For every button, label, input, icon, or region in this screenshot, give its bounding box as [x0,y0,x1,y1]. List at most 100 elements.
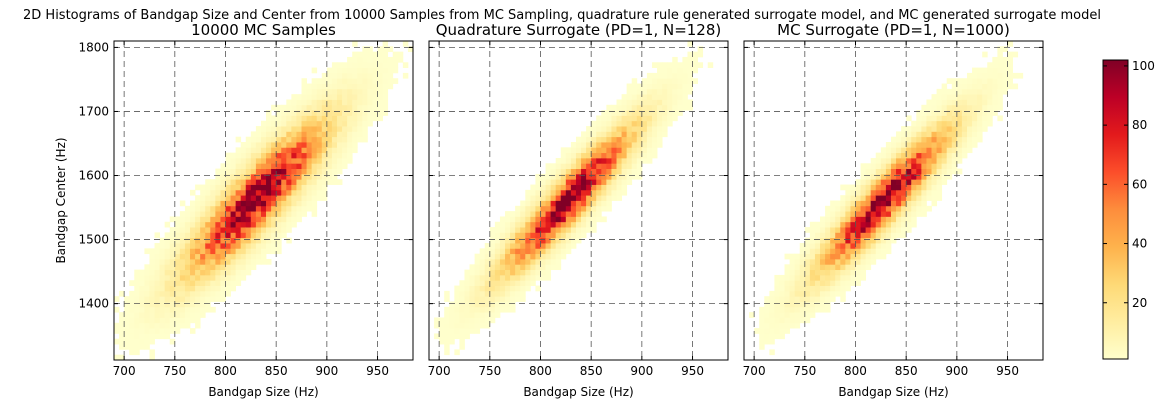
heatmap-cell [357,115,363,122]
heatmap-cell [977,78,983,84]
heatmap-cell [972,136,978,143]
heatmap-cell [174,312,181,318]
heatmap-cell [820,253,826,260]
heatmap-cell [296,189,302,196]
heatmap-cell [179,200,186,207]
heatmap-cell [154,322,161,329]
heatmap-cell [205,189,211,196]
heatmap-cell [382,99,389,106]
heatmap-cell [890,136,897,143]
heatmap-cell [240,157,247,164]
heatmap-cell [250,221,257,228]
heatmap-cell [296,195,302,201]
heatmap-cell [931,104,937,111]
heatmap-cell [880,253,887,260]
x-axis-label: Bandgap Size (Hz) [838,385,948,399]
heatmap-cell [230,253,237,260]
heatmap-cell [357,88,363,95]
heatmap-cell [880,168,887,175]
heatmap-cell [444,306,450,313]
heatmap-cell [159,248,166,255]
heatmap-cell [367,104,373,111]
heatmap-cell [560,195,567,201]
heatmap-cell [352,94,358,100]
heatmap-cell [225,205,231,212]
heatmap-cell [987,94,993,100]
heatmap-cell [149,349,155,356]
heatmap-cell [240,142,247,148]
heatmap-cell [825,221,831,228]
heatmap-cell [860,216,867,223]
heatmap-cell [814,274,821,281]
heatmap-cell [114,338,120,345]
heatmap-cell [966,72,973,79]
heatmap-cell [306,120,313,127]
heatmap-cell [575,232,582,239]
heatmap-cell [286,221,292,228]
heatmap-cell [230,200,237,207]
heatmap-cell [870,205,877,212]
heatmap-cell [992,110,998,116]
heatmap-cell [281,211,287,217]
heatmap-cell [352,120,358,127]
heatmap-cell [210,195,216,201]
heatmap-cell [535,264,541,271]
heatmap-cell [235,237,242,244]
heatmap-cell [621,189,628,196]
heatmap-cell [174,232,181,239]
heatmap-cell [494,290,501,297]
heatmap-cell [230,168,237,175]
heatmap-cell [611,152,617,159]
heatmap-cell [240,184,247,191]
heatmap-cell [880,163,887,169]
heatmap-cell [951,78,958,84]
heatmap-cell [311,157,318,164]
heatmap-cell [306,131,313,138]
heatmap-cell [326,179,333,185]
heatmap-cell [855,232,861,239]
heatmap-cell [850,227,856,233]
heatmap-cell [489,237,496,244]
heatmap-cell [570,147,577,154]
heatmap-cell [225,173,231,180]
heatmap-cell [611,179,617,185]
heatmap-cell [164,269,171,276]
heatmap-cell [820,296,826,302]
heatmap-cell [316,163,323,169]
heatmap-cell [966,99,973,106]
heatmap-cell [326,120,333,127]
heatmap-cell [149,290,155,297]
heatmap-cell [195,221,201,228]
heatmap-cell [367,56,373,63]
heatmap-cell [921,136,927,143]
heatmap-cell [149,258,155,265]
heatmap-cell [144,312,150,318]
heatmap-cell [581,221,587,228]
heatmap-cell [885,168,892,175]
heatmap-cell [505,264,511,271]
heatmap-cell [444,344,450,350]
heatmap-cell [896,147,902,154]
heatmap-cell [926,147,932,154]
heatmap-cell [774,301,780,308]
heatmap-cell [154,312,161,318]
heatmap-cell [850,243,856,249]
heatmap-cell [210,216,216,223]
heatmap-cell [245,232,252,239]
heatmap-cell [520,216,526,223]
heatmap-cell [555,258,562,265]
heatmap-cell [789,322,796,329]
heatmap-cell [245,221,252,228]
heatmap-cell [464,306,470,313]
heatmap-cell [149,317,155,324]
heatmap-cell [362,104,368,111]
heatmap-cell [454,301,460,308]
heatmap-cell [651,78,658,84]
heatmap-cell [682,67,688,74]
heatmap-cell [459,328,465,334]
heatmap-cell [352,147,358,154]
heatmap-cell [835,280,841,286]
heatmap-cell [951,142,958,148]
heatmap-cell [906,200,912,207]
heatmap-cell [515,216,521,223]
